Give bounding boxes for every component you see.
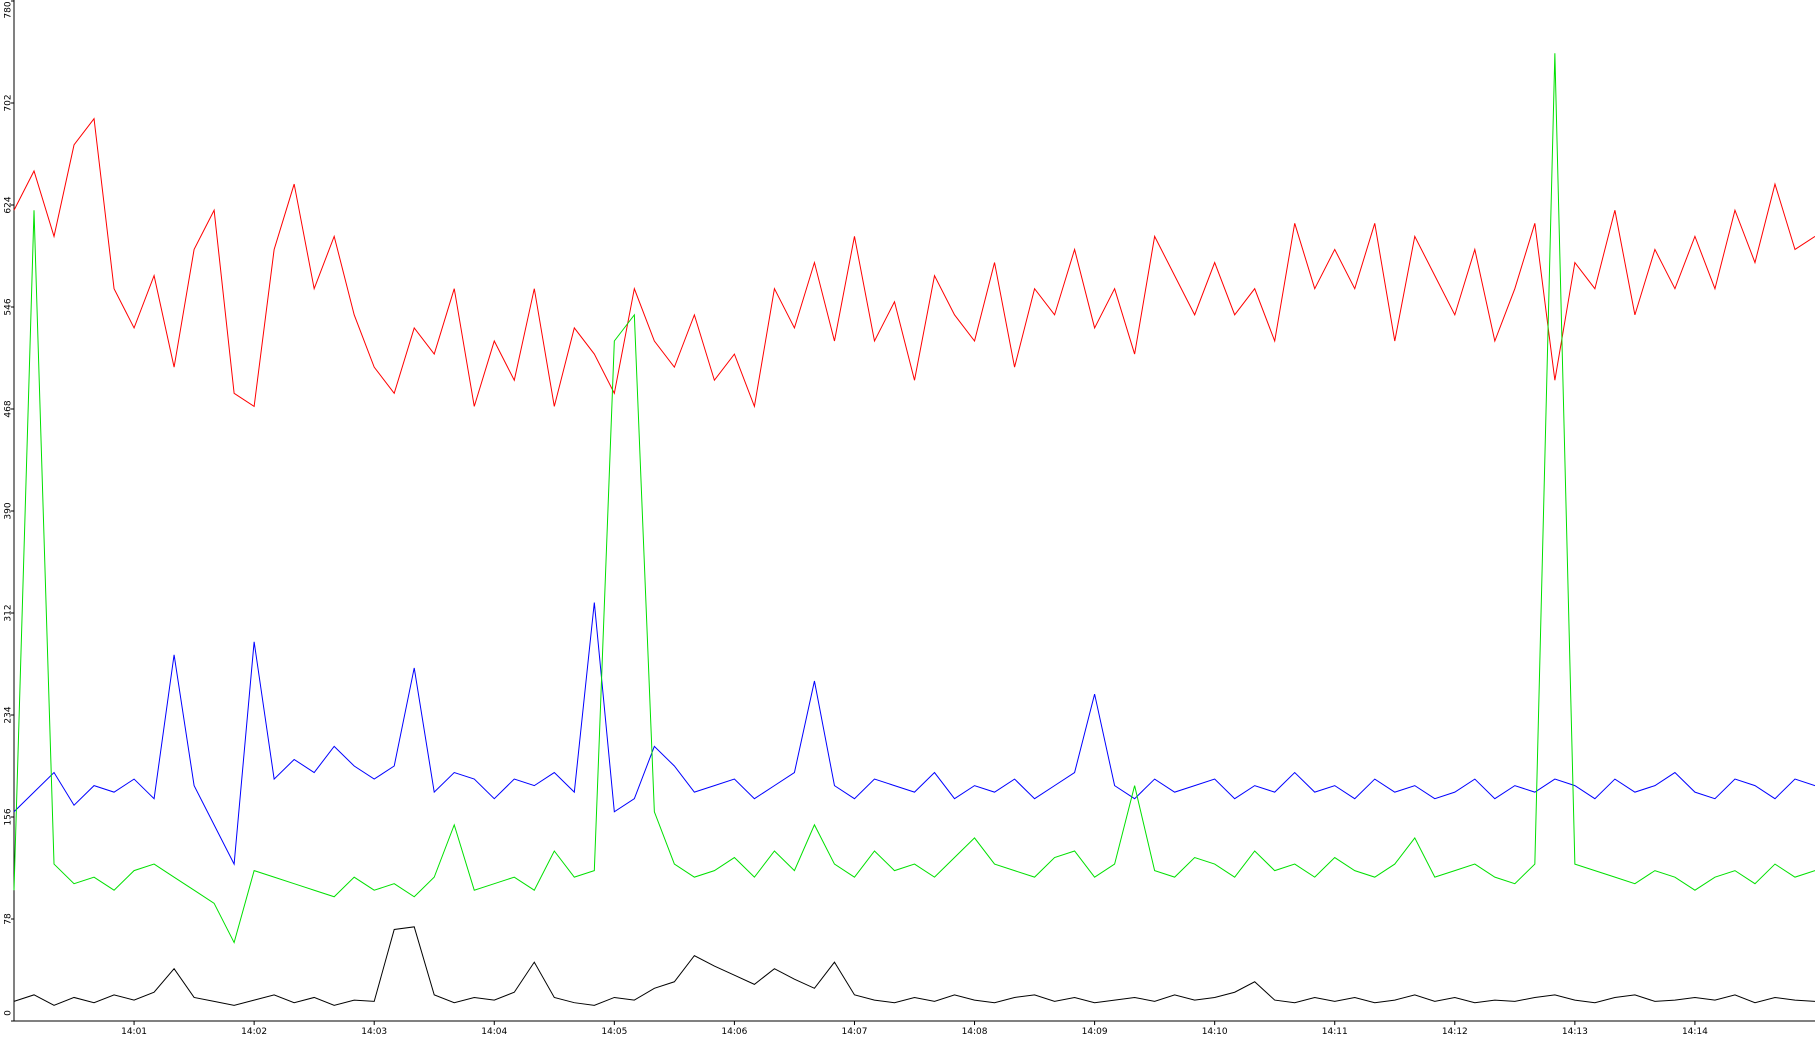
series-line bbox=[13, 602, 1815, 866]
y-tick-label: 546 bbox=[4, 298, 14, 315]
y-tick-label: 780 bbox=[4, 1, 14, 18]
y-tick-label: 624 bbox=[4, 196, 14, 213]
x-tick-label: 14:02 bbox=[241, 1027, 267, 1037]
y-tick-label: 0 bbox=[4, 1010, 14, 1016]
y-tick-label: 468 bbox=[4, 400, 14, 417]
x-tick-label: 14:09 bbox=[1082, 1027, 1108, 1037]
x-tick-label: 14:05 bbox=[601, 1027, 627, 1037]
y-tick-label: 702 bbox=[4, 94, 14, 111]
y-tick-label: 156 bbox=[4, 808, 14, 825]
y-tick-label: 390 bbox=[4, 502, 14, 519]
series-line bbox=[13, 53, 1815, 944]
x-tick-label: 14:03 bbox=[361, 1027, 387, 1037]
x-tick-label: 14:04 bbox=[481, 1027, 507, 1037]
y-tick-label: 312 bbox=[4, 604, 14, 621]
x-tick-label: 14:10 bbox=[1202, 1027, 1228, 1037]
x-tick-label: 14:07 bbox=[841, 1027, 867, 1037]
x-tick-label: 14:14 bbox=[1682, 1027, 1708, 1037]
x-tick-label: 14:13 bbox=[1562, 1027, 1588, 1037]
x-tick-label: 14:06 bbox=[721, 1027, 747, 1037]
series-line bbox=[13, 926, 1815, 1006]
x-tick-label: 14:01 bbox=[121, 1027, 147, 1037]
x-tick-label: 14:08 bbox=[962, 1027, 988, 1037]
x-tick-label: 14:11 bbox=[1322, 1027, 1348, 1037]
y-tick-label: 78 bbox=[4, 913, 14, 925]
series-line bbox=[13, 117, 1815, 409]
y-tick-label: 234 bbox=[4, 706, 14, 723]
x-tick-label: 14:12 bbox=[1442, 1027, 1468, 1037]
